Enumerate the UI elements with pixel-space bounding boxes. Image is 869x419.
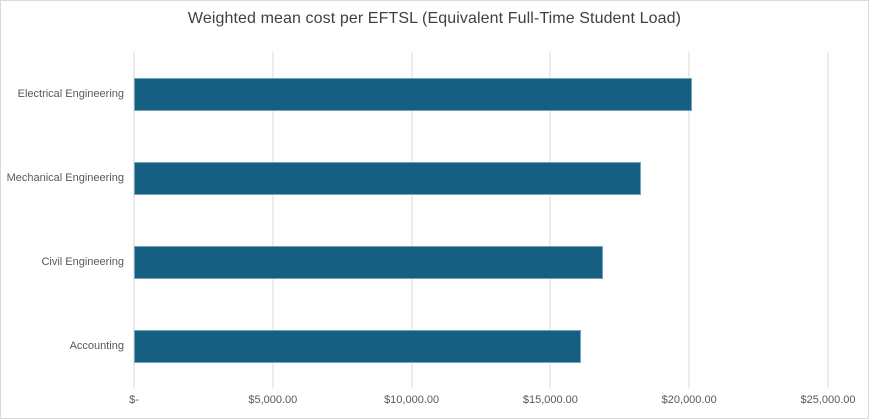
x-tick-label-: $- <box>129 394 139 406</box>
gridline-15000 <box>549 52 551 388</box>
bar-electrical-engineering[interactable] <box>134 77 692 111</box>
category-label-civil-engineering: Civil Engineering <box>41 256 124 268</box>
gridline-0 <box>133 52 135 388</box>
bar-row-civil-engineering <box>134 220 828 304</box>
category-label-accounting: Accounting <box>69 340 124 352</box>
bar-row-mechanical-engineering <box>134 136 828 220</box>
bar-row-electrical-engineering <box>134 52 828 136</box>
plot-area <box>133 52 829 388</box>
bar-accounting[interactable] <box>134 329 581 363</box>
x-tick-label-10-000-00: $10,000.00 <box>384 394 440 406</box>
gridline-10000 <box>411 52 413 388</box>
bar-row-accounting <box>134 304 828 388</box>
x-tick-label-15-000-00: $15,000.00 <box>522 394 578 406</box>
x-tick-label-20-000-00: $20,000.00 <box>661 394 717 406</box>
bar-civil-engineering[interactable] <box>134 245 604 279</box>
gridline-20000 <box>688 52 690 388</box>
gridline-5000 <box>272 52 274 388</box>
category-label-mechanical-engineering: Mechanical Engineering <box>6 172 124 184</box>
category-label-electrical-engineering: Electrical Engineering <box>17 88 124 100</box>
bar-mechanical-engineering[interactable] <box>134 161 641 195</box>
x-tick-label-25-000-00: $25,000.00 <box>800 394 856 406</box>
gridline-25000 <box>827 52 829 388</box>
x-tick-label-5-000-00: $5,000.00 <box>248 394 298 406</box>
chart-title: Weighted mean cost per EFTSL (Equivalent… <box>187 10 682 27</box>
